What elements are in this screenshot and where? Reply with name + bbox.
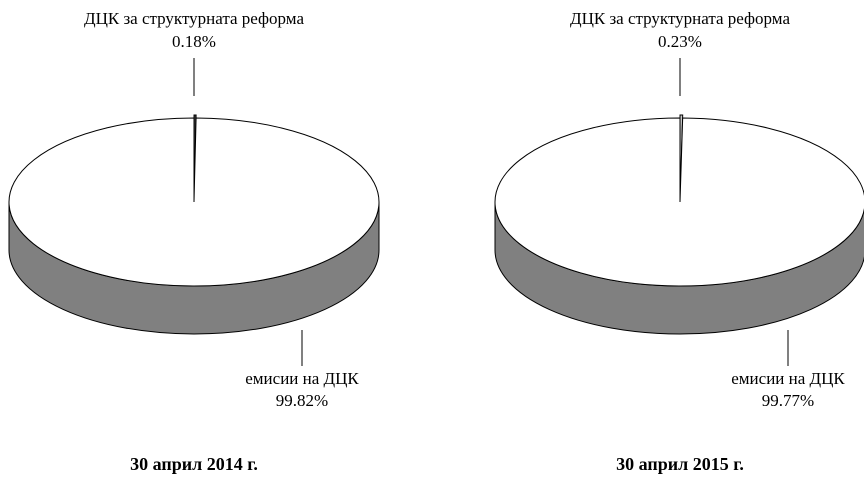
value-label: 99.77% <box>762 391 814 410</box>
slice-label: емисии на ДЦК <box>731 369 845 388</box>
pie-slice <box>494 117 864 287</box>
value-label: 0.23% <box>658 32 702 51</box>
value-label: 99.82% <box>276 391 328 410</box>
chart-title: 30 април 2015 г. <box>616 454 744 474</box>
slice-label: ДЦК за структурната реформа <box>84 9 304 28</box>
value-label: 0.18% <box>172 32 216 51</box>
slice-label: ДЦК за структурната реформа <box>570 9 790 28</box>
slice-label: емисии на ДЦК <box>245 369 359 388</box>
chart-title: 30 април 2014 г. <box>130 454 258 474</box>
pie-slice <box>8 117 380 287</box>
